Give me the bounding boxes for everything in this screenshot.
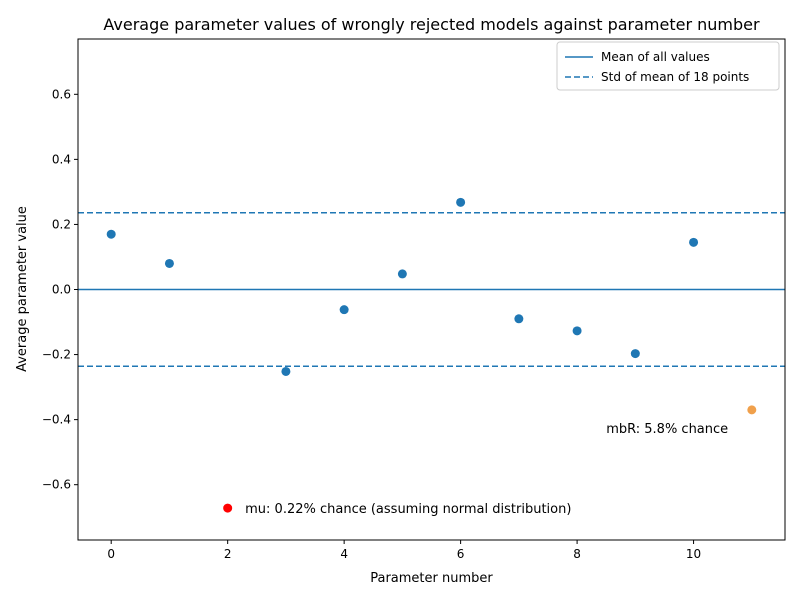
data-point-3 — [281, 366, 291, 376]
y-tick-label: 0.2 — [52, 217, 71, 231]
data-point-11 — [747, 405, 757, 415]
data-point-1 — [164, 258, 174, 268]
legend-label: Std of mean of 18 points — [601, 70, 749, 84]
y-tick-label: −0.2 — [42, 348, 71, 362]
x-tick-label: 6 — [457, 547, 465, 561]
y-tick-label: −0.4 — [42, 413, 71, 427]
y-axis-label: Average parameter value — [15, 206, 30, 372]
y-tick-label: 0.6 — [52, 87, 71, 101]
x-axis-label: Parameter number — [370, 571, 493, 586]
y-tick-label: 0.4 — [52, 152, 71, 166]
annotation-0: mu: 0.22% chance (assuming normal distri… — [245, 502, 571, 517]
data-point-8 — [572, 326, 582, 336]
x-tick-label: 4 — [340, 547, 348, 561]
x-tick-label: 0 — [107, 547, 115, 561]
data-point-5 — [397, 269, 407, 279]
data-point-10 — [689, 237, 699, 247]
plot-area: mu: 0.22% chance (assuming normal distri… — [42, 38, 786, 561]
data-point-7 — [514, 314, 524, 324]
x-tick-label: 2 — [224, 547, 232, 561]
data-point-0 — [106, 229, 116, 239]
legend-box — [556, 41, 780, 91]
annotation-1: mbR: 5.8% chance — [606, 422, 728, 437]
data-point-9 — [630, 349, 640, 359]
data-point-2 — [223, 503, 233, 513]
data-point-6 — [456, 197, 466, 207]
x-tick-label: 8 — [573, 547, 581, 561]
chart-title: Average parameter values of wrongly reje… — [103, 15, 760, 34]
x-tick-label: 10 — [686, 547, 701, 561]
y-tick-label: 0.0 — [52, 283, 71, 297]
data-point-4 — [339, 305, 349, 315]
y-tick-label: −0.6 — [42, 478, 71, 492]
legend-label: Mean of all values — [601, 50, 710, 64]
